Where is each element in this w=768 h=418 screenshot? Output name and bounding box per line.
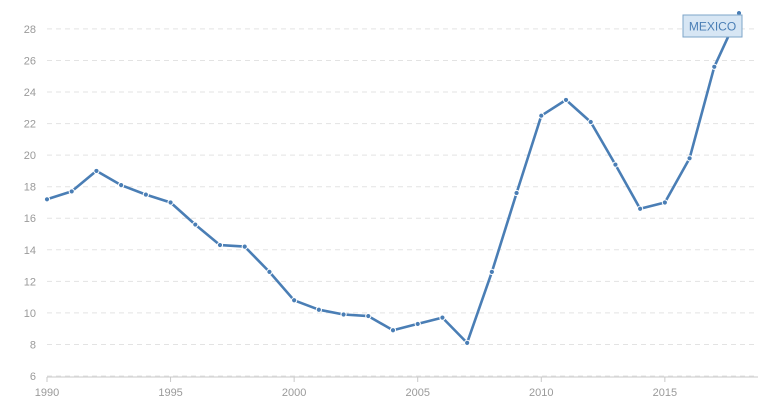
y-tick-label: 28 bbox=[24, 24, 36, 36]
y-tick-label: 24 bbox=[24, 87, 36, 99]
x-tick-label: 2005 bbox=[405, 387, 429, 399]
y-tick-label: 8 bbox=[30, 339, 36, 351]
y-tick-label: 26 bbox=[24, 55, 36, 67]
x-tick-label: 1990 bbox=[35, 387, 59, 399]
x-tick-label: 2015 bbox=[653, 387, 677, 399]
data-point[interactable] bbox=[43, 196, 51, 203]
grid-lines bbox=[47, 28, 758, 377]
data-point[interactable] bbox=[216, 241, 224, 249]
y-tick-label: 6 bbox=[30, 371, 36, 383]
data-point[interactable] bbox=[142, 191, 149, 198]
data-point[interactable] bbox=[68, 188, 75, 195]
data-point[interactable] bbox=[291, 297, 298, 304]
data-point[interactable] bbox=[686, 155, 693, 162]
data-point[interactable] bbox=[562, 96, 570, 104]
y-tick-label: 20 bbox=[24, 150, 36, 162]
data-point[interactable] bbox=[513, 189, 520, 197]
x-tick-label: 2000 bbox=[282, 387, 306, 399]
data-point[interactable] bbox=[241, 243, 248, 250]
data-point[interactable] bbox=[488, 268, 495, 275]
y-tick-label: 14 bbox=[24, 245, 36, 257]
data-point[interactable] bbox=[464, 339, 471, 346]
y-tick-label: 10 bbox=[24, 308, 36, 320]
series-label-box bbox=[682, 14, 743, 38]
data-point[interactable] bbox=[118, 182, 125, 189]
series-group bbox=[43, 10, 743, 346]
data-point[interactable] bbox=[389, 327, 397, 334]
data-point[interactable] bbox=[439, 314, 446, 321]
data-point[interactable] bbox=[192, 221, 199, 228]
x-tick-label: 1995 bbox=[158, 387, 182, 399]
x-axis: 1990 1995 2000 2005 2010 2015 bbox=[35, 376, 758, 399]
x-tick-label: 2010 bbox=[529, 387, 553, 399]
y-tick-label: 22 bbox=[24, 119, 36, 131]
data-point[interactable] bbox=[587, 118, 594, 126]
series-label-mexico: MEXICO bbox=[682, 14, 743, 38]
y-tick-label: 16 bbox=[24, 213, 36, 225]
data-point[interactable] bbox=[414, 320, 421, 328]
data-point[interactable] bbox=[167, 199, 174, 206]
data-point[interactable] bbox=[93, 167, 100, 175]
data-point[interactable] bbox=[637, 205, 644, 212]
data-point[interactable] bbox=[365, 312, 372, 320]
series-line-mexico bbox=[45, 11, 741, 345]
data-point[interactable] bbox=[612, 161, 619, 168]
y-axis-ticks: 6 8 10 12 14 16 18 20 22 24 26 28 bbox=[24, 24, 36, 383]
data-point[interactable] bbox=[266, 268, 273, 275]
data-point[interactable] bbox=[340, 311, 347, 318]
series-label-text: MEXICO bbox=[689, 20, 736, 34]
y-tick-label: 12 bbox=[24, 276, 36, 288]
y-tick-label: 18 bbox=[24, 182, 36, 194]
data-point[interactable] bbox=[538, 112, 545, 119]
data-point[interactable] bbox=[661, 199, 668, 206]
data-point[interactable] bbox=[711, 63, 718, 70]
data-point[interactable] bbox=[315, 306, 322, 313]
